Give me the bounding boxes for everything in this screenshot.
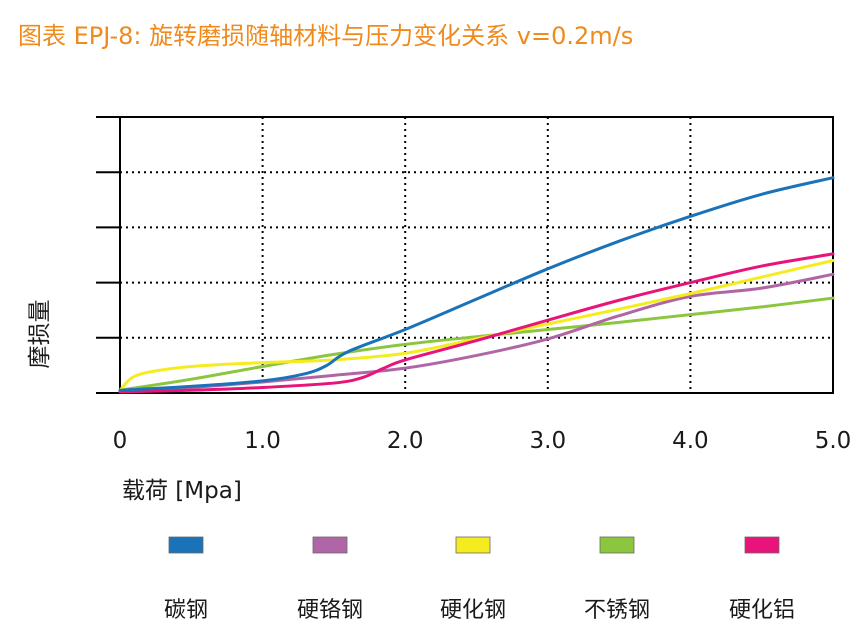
legend-label-1: 硬铬钢: [297, 598, 363, 623]
x-tick-label: 2.0: [387, 428, 424, 454]
series-line-0: [118, 176, 835, 392]
plot-frame: [119, 116, 834, 394]
legend-swatch-2: [455, 536, 491, 554]
legend: 碳钢 硬铬钢 硬化钢 不锈钢 硬化铝: [164, 536, 795, 623]
y-axis-label: 摩损量: [27, 300, 53, 369]
legend-label-4: 硬化铝: [729, 598, 795, 623]
axes: [119, 116, 834, 394]
legend-swatch-3: [599, 536, 635, 554]
series-line-3: [118, 296, 835, 392]
series-line-4: [118, 252, 835, 394]
chart-title: 图表 EPJ-8: 旋转磨损随轴材料与压力变化关系 v=0.2m/s: [18, 22, 633, 50]
x-tick-label: 0: [113, 428, 128, 454]
legend-swatch-4: [744, 536, 780, 554]
legend-label-3: 不锈钢: [584, 598, 650, 623]
x-tick-label: 1.0: [244, 428, 281, 454]
ticks: 0 1.0 2.0 3.0 4.0 5.0: [96, 116, 852, 454]
legend-swatch-1: [312, 536, 348, 554]
x-tick-label: 4.0: [672, 428, 709, 454]
legend-label-0: 碳钢: [164, 598, 208, 623]
legend-label-2: 硬化钢: [440, 598, 506, 623]
series-line-2: [118, 259, 835, 392]
x-axis-label: 载荷 [Mpa]: [122, 478, 242, 504]
x-tick-label: 3.0: [530, 428, 567, 454]
grid: [120, 117, 833, 393]
series-lines: [118, 176, 835, 394]
legend-swatch-0: [168, 536, 204, 554]
x-tick-label: 5.0: [815, 428, 852, 454]
